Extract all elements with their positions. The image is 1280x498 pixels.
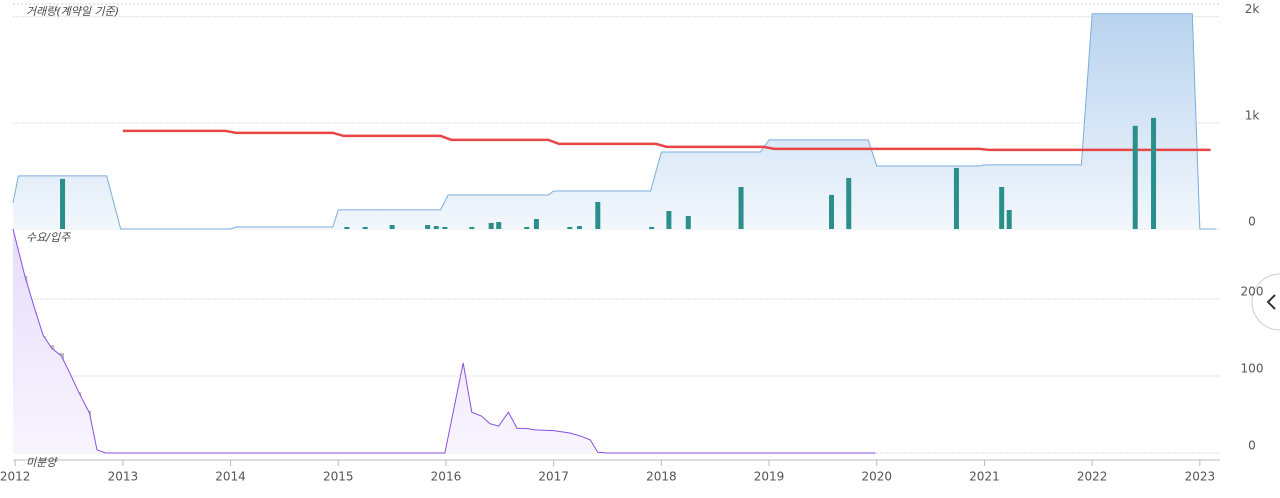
bar [433,226,439,229]
line [12,228,876,454]
x-tick-label: 2016 [431,470,462,484]
bar [425,224,431,229]
bar [666,210,672,229]
panel-title: 수요/입주 [26,231,71,244]
x-tick-label: 2019 [754,470,785,484]
x-tick-label: 2018 [646,470,677,484]
y-tick-label: 2k [1245,2,1260,16]
x-tick-label: 2021 [969,470,1000,484]
x-tick-label: 2012 [0,470,30,484]
bar [533,219,539,229]
bar [1006,210,1012,229]
bar [685,215,691,229]
bar [362,226,368,229]
line [12,13,1216,230]
area [13,13,1216,230]
y-tick-label: 0 [1248,439,1256,453]
y-tick-label: 100 [1241,362,1264,376]
y-tick-label: 1k [1245,108,1260,122]
x-tick-label: 2023 [1185,470,1216,484]
x-tick-label: 2015 [323,470,354,484]
bar [576,226,582,229]
bar [846,177,852,229]
bar [60,178,66,229]
area [13,229,876,453]
bar [496,221,502,229]
bar [344,226,350,229]
x-tick-label: 2014 [215,470,246,484]
bar [649,226,655,229]
bar [469,226,475,229]
x-tick-label: 2013 [108,470,139,484]
legend-label: 미분양 [26,456,58,469]
bar [595,201,601,229]
bar [738,186,744,229]
line [122,129,1211,152]
panel-title: 거래량(계약일 기준) [26,5,119,18]
bar [999,186,1005,229]
bar [488,222,494,229]
bar [389,224,395,229]
bar [442,226,448,229]
x-tick-label: 2020 [861,470,892,484]
x-tick-label: 2017 [538,470,569,484]
bar [1151,117,1157,229]
y-tick-label: 200 [1241,285,1264,299]
bar [1132,125,1138,229]
bar [524,226,530,229]
bar [829,194,835,229]
collapse-button[interactable] [1251,273,1280,331]
bar [953,167,959,229]
x-tick-label: 2022 [1077,470,1108,484]
y-tick-label: 0 [1248,215,1256,229]
bar [567,226,573,229]
